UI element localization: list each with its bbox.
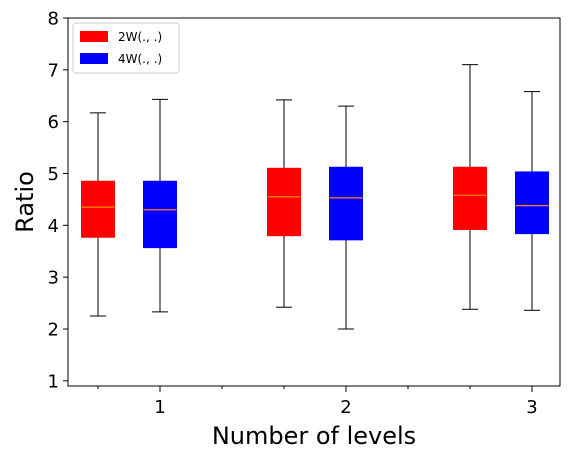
iqr-box (267, 167, 301, 237)
x-tick-label: 3 (526, 397, 537, 418)
y-tick-label: 3 (48, 268, 59, 289)
x-axis-label: Number of levels (212, 422, 416, 450)
iqr-box (329, 166, 363, 241)
x-axis: 1 2 3 (97, 386, 538, 418)
y-tick-label: 8 (48, 9, 59, 30)
y-tick-label: 6 (48, 112, 59, 133)
iqr-box (81, 180, 115, 238)
plot-marks (81, 64, 549, 330)
legend-swatch-2w (80, 31, 108, 42)
y-tick-label: 7 (48, 60, 59, 81)
legend-swatch-4w (80, 53, 108, 64)
y-tick-label: 4 (48, 216, 59, 237)
iqr-box (143, 180, 177, 249)
legend-label-2w: 2W(., .) (118, 30, 162, 44)
iqr-box (453, 166, 487, 230)
iqr-box (515, 171, 549, 235)
box-2w-level-3 (453, 64, 487, 310)
box-4w-level-2 (329, 105, 363, 330)
x-tick-label: 1 (154, 397, 165, 418)
x-tick-label: 2 (340, 397, 351, 418)
y-tick-label: 1 (48, 371, 59, 392)
y-axis-label: Ratio (11, 171, 39, 233)
y-axis: 1 2 3 4 5 6 7 8 (48, 9, 68, 392)
box-4w-level-1 (143, 98, 177, 313)
legend-label-4w: 4W(., .) (118, 52, 162, 66)
box-2w-level-2 (267, 99, 301, 308)
box-2w-level-1 (81, 112, 115, 317)
y-tick-label: 2 (48, 319, 59, 340)
y-tick-label: 5 (48, 164, 59, 185)
plot-frame (67, 17, 561, 387)
box-4w-level-3 (515, 91, 549, 311)
legend: 2W(., .) 4W(., .) (72, 22, 180, 74)
